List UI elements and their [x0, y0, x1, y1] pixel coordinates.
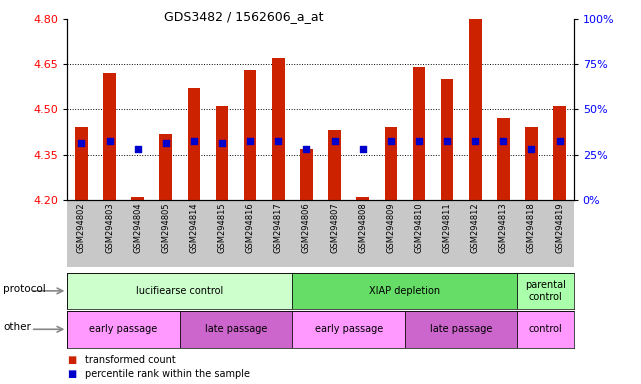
- Text: XIAP depletion: XIAP depletion: [369, 286, 440, 296]
- Bar: [272, 58, 285, 200]
- Text: protocol: protocol: [3, 284, 46, 294]
- Point: [217, 139, 227, 146]
- Point: [470, 138, 480, 144]
- Bar: [525, 127, 538, 200]
- Bar: [75, 127, 88, 200]
- Point: [386, 138, 396, 144]
- Bar: [300, 149, 313, 200]
- Bar: [413, 67, 425, 200]
- Text: other: other: [3, 323, 31, 333]
- Bar: [67, 311, 180, 348]
- Text: early passage: early passage: [315, 324, 383, 334]
- Point: [498, 138, 508, 144]
- Bar: [356, 197, 369, 200]
- Point: [442, 138, 453, 144]
- Text: ■: ■: [67, 369, 76, 379]
- Point: [329, 138, 340, 144]
- Text: transformed count: transformed count: [85, 355, 176, 365]
- Point: [245, 138, 255, 144]
- Bar: [405, 311, 517, 348]
- Bar: [469, 19, 481, 200]
- Point: [188, 138, 199, 144]
- Bar: [160, 134, 172, 200]
- Text: lucifiearse control: lucifiearse control: [136, 286, 224, 296]
- Point: [554, 138, 565, 144]
- Point: [161, 139, 171, 146]
- Point: [273, 138, 283, 144]
- Bar: [385, 127, 397, 200]
- Text: parental
control: parental control: [525, 280, 566, 302]
- Text: late passage: late passage: [205, 324, 267, 334]
- Point: [301, 146, 312, 152]
- Bar: [244, 70, 256, 200]
- Bar: [188, 88, 200, 200]
- Point: [104, 138, 115, 144]
- Point: [526, 146, 537, 152]
- Bar: [131, 197, 144, 200]
- Bar: [292, 311, 405, 348]
- Text: early passage: early passage: [90, 324, 158, 334]
- Bar: [103, 73, 116, 200]
- Point: [133, 146, 143, 152]
- Text: control: control: [529, 324, 562, 334]
- Bar: [517, 273, 574, 309]
- Text: GDS3482 / 1562606_a_at: GDS3482 / 1562606_a_at: [164, 10, 323, 23]
- Bar: [328, 131, 341, 200]
- Bar: [553, 106, 566, 200]
- Point: [358, 146, 368, 152]
- Text: percentile rank within the sample: percentile rank within the sample: [85, 369, 250, 379]
- Point: [414, 138, 424, 144]
- Point: [76, 139, 87, 146]
- Bar: [517, 311, 574, 348]
- Bar: [180, 311, 292, 348]
- Bar: [292, 273, 517, 309]
- Bar: [67, 273, 292, 309]
- Text: late passage: late passage: [430, 324, 492, 334]
- Text: ■: ■: [67, 355, 76, 365]
- Bar: [441, 79, 453, 200]
- Bar: [216, 106, 228, 200]
- Bar: [497, 119, 510, 200]
